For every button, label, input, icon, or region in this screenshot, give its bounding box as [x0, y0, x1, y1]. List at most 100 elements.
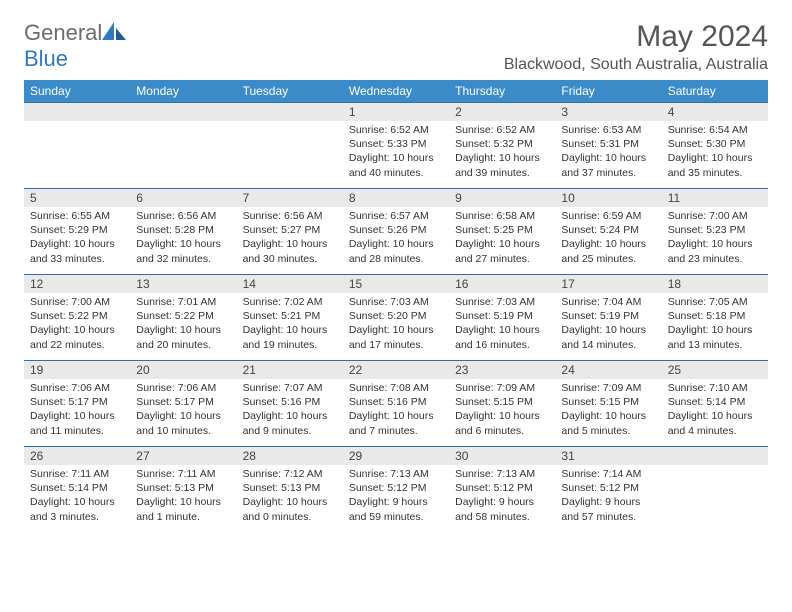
day-details: Sunrise: 7:00 AMSunset: 5:23 PMDaylight:…: [662, 207, 768, 270]
day-details: Sunrise: 6:54 AMSunset: 5:30 PMDaylight:…: [662, 121, 768, 184]
day-number: 10: [555, 189, 661, 207]
day-number: 1: [343, 103, 449, 121]
calendar-head: SundayMondayTuesdayWednesdayThursdayFrid…: [24, 80, 768, 103]
day-details: [662, 465, 768, 471]
calendar-cell: 16Sunrise: 7:03 AMSunset: 5:19 PMDayligh…: [449, 275, 555, 361]
day-details: Sunrise: 7:13 AMSunset: 5:12 PMDaylight:…: [343, 465, 449, 528]
calendar-week-row: 19Sunrise: 7:06 AMSunset: 5:17 PMDayligh…: [24, 361, 768, 447]
day-details: Sunrise: 7:10 AMSunset: 5:14 PMDaylight:…: [662, 379, 768, 442]
day-number: 4: [662, 103, 768, 121]
calendar-cell: 18Sunrise: 7:05 AMSunset: 5:18 PMDayligh…: [662, 275, 768, 361]
day-number: 17: [555, 275, 661, 293]
calendar-cell: 2Sunrise: 6:52 AMSunset: 5:32 PMDaylight…: [449, 103, 555, 189]
day-number: 16: [449, 275, 555, 293]
title-block: May 2024 Blackwood, South Australia, Aus…: [504, 20, 768, 74]
day-number: 28: [237, 447, 343, 465]
day-number: 6: [130, 189, 236, 207]
day-details: Sunrise: 7:00 AMSunset: 5:22 PMDaylight:…: [24, 293, 130, 356]
brand-part1: General: [24, 20, 102, 45]
weekday-header: Thursday: [449, 80, 555, 103]
day-number: 12: [24, 275, 130, 293]
day-number: 14: [237, 275, 343, 293]
page-header: GeneralBlue May 2024 Blackwood, South Au…: [24, 20, 768, 74]
day-details: Sunrise: 6:56 AMSunset: 5:28 PMDaylight:…: [130, 207, 236, 270]
calendar-cell: 24Sunrise: 7:09 AMSunset: 5:15 PMDayligh…: [555, 361, 661, 447]
day-details: Sunrise: 6:53 AMSunset: 5:31 PMDaylight:…: [555, 121, 661, 184]
calendar-week-row: 26Sunrise: 7:11 AMSunset: 5:14 PMDayligh…: [24, 447, 768, 533]
day-number: 23: [449, 361, 555, 379]
day-details: Sunrise: 7:11 AMSunset: 5:13 PMDaylight:…: [130, 465, 236, 528]
day-details: Sunrise: 7:11 AMSunset: 5:14 PMDaylight:…: [24, 465, 130, 528]
day-details: Sunrise: 6:55 AMSunset: 5:29 PMDaylight:…: [24, 207, 130, 270]
day-number: 7: [237, 189, 343, 207]
day-details: Sunrise: 7:14 AMSunset: 5:12 PMDaylight:…: [555, 465, 661, 528]
day-number: 30: [449, 447, 555, 465]
weekday-header: Wednesday: [343, 80, 449, 103]
calendar-cell: 8Sunrise: 6:57 AMSunset: 5:26 PMDaylight…: [343, 189, 449, 275]
calendar-cell: 12Sunrise: 7:00 AMSunset: 5:22 PMDayligh…: [24, 275, 130, 361]
calendar-cell: 9Sunrise: 6:58 AMSunset: 5:25 PMDaylight…: [449, 189, 555, 275]
brand-logo: GeneralBlue: [24, 20, 128, 72]
day-details: Sunrise: 6:56 AMSunset: 5:27 PMDaylight:…: [237, 207, 343, 270]
day-details: Sunrise: 7:03 AMSunset: 5:19 PMDaylight:…: [449, 293, 555, 356]
calendar-week-row: 5Sunrise: 6:55 AMSunset: 5:29 PMDaylight…: [24, 189, 768, 275]
day-details: Sunrise: 7:13 AMSunset: 5:12 PMDaylight:…: [449, 465, 555, 528]
calendar-week-row: 1Sunrise: 6:52 AMSunset: 5:33 PMDaylight…: [24, 103, 768, 189]
day-number: 13: [130, 275, 236, 293]
calendar-cell: 6Sunrise: 6:56 AMSunset: 5:28 PMDaylight…: [130, 189, 236, 275]
day-details: [237, 121, 343, 127]
day-details: Sunrise: 7:07 AMSunset: 5:16 PMDaylight:…: [237, 379, 343, 442]
calendar-cell: 14Sunrise: 7:02 AMSunset: 5:21 PMDayligh…: [237, 275, 343, 361]
calendar-page: GeneralBlue May 2024 Blackwood, South Au…: [0, 0, 792, 553]
calendar-cell: 7Sunrise: 6:56 AMSunset: 5:27 PMDaylight…: [237, 189, 343, 275]
calendar-cell: 26Sunrise: 7:11 AMSunset: 5:14 PMDayligh…: [24, 447, 130, 533]
day-number: [662, 447, 768, 465]
calendar-cell: 22Sunrise: 7:08 AMSunset: 5:16 PMDayligh…: [343, 361, 449, 447]
day-number: 15: [343, 275, 449, 293]
calendar-cell: 4Sunrise: 6:54 AMSunset: 5:30 PMDaylight…: [662, 103, 768, 189]
brand-name: GeneralBlue: [24, 20, 128, 72]
day-details: Sunrise: 7:01 AMSunset: 5:22 PMDaylight:…: [130, 293, 236, 356]
calendar-cell: 11Sunrise: 7:00 AMSunset: 5:23 PMDayligh…: [662, 189, 768, 275]
calendar-body: 1Sunrise: 6:52 AMSunset: 5:33 PMDaylight…: [24, 103, 768, 533]
day-number: 27: [130, 447, 236, 465]
day-number: 3: [555, 103, 661, 121]
day-number: 22: [343, 361, 449, 379]
calendar-cell: [130, 103, 236, 189]
calendar-cell: 13Sunrise: 7:01 AMSunset: 5:22 PMDayligh…: [130, 275, 236, 361]
calendar-cell: 21Sunrise: 7:07 AMSunset: 5:16 PMDayligh…: [237, 361, 343, 447]
calendar-cell: 31Sunrise: 7:14 AMSunset: 5:12 PMDayligh…: [555, 447, 661, 533]
day-details: [24, 121, 130, 127]
day-number: 25: [662, 361, 768, 379]
day-details: Sunrise: 7:09 AMSunset: 5:15 PMDaylight:…: [555, 379, 661, 442]
day-number: [24, 103, 130, 121]
day-details: Sunrise: 7:03 AMSunset: 5:20 PMDaylight:…: [343, 293, 449, 356]
day-details: Sunrise: 6:59 AMSunset: 5:24 PMDaylight:…: [555, 207, 661, 270]
day-details: Sunrise: 7:08 AMSunset: 5:16 PMDaylight:…: [343, 379, 449, 442]
calendar-cell: 19Sunrise: 7:06 AMSunset: 5:17 PMDayligh…: [24, 361, 130, 447]
day-number: 18: [662, 275, 768, 293]
brand-part2: Blue: [24, 46, 68, 71]
calendar-table: SundayMondayTuesdayWednesdayThursdayFrid…: [24, 80, 768, 533]
calendar-cell: 15Sunrise: 7:03 AMSunset: 5:20 PMDayligh…: [343, 275, 449, 361]
calendar-cell: [237, 103, 343, 189]
calendar-cell: 17Sunrise: 7:04 AMSunset: 5:19 PMDayligh…: [555, 275, 661, 361]
calendar-cell: 29Sunrise: 7:13 AMSunset: 5:12 PMDayligh…: [343, 447, 449, 533]
calendar-cell: 5Sunrise: 6:55 AMSunset: 5:29 PMDaylight…: [24, 189, 130, 275]
day-number: [237, 103, 343, 121]
weekday-header: Saturday: [662, 80, 768, 103]
day-details: Sunrise: 6:58 AMSunset: 5:25 PMDaylight:…: [449, 207, 555, 270]
day-details: Sunrise: 6:57 AMSunset: 5:26 PMDaylight:…: [343, 207, 449, 270]
calendar-cell: 27Sunrise: 7:11 AMSunset: 5:13 PMDayligh…: [130, 447, 236, 533]
weekday-header: Friday: [555, 80, 661, 103]
day-number: 11: [662, 189, 768, 207]
calendar-cell: 1Sunrise: 6:52 AMSunset: 5:33 PMDaylight…: [343, 103, 449, 189]
day-number: 24: [555, 361, 661, 379]
calendar-cell: 20Sunrise: 7:06 AMSunset: 5:17 PMDayligh…: [130, 361, 236, 447]
day-number: 19: [24, 361, 130, 379]
day-details: Sunrise: 7:02 AMSunset: 5:21 PMDaylight:…: [237, 293, 343, 356]
day-details: Sunrise: 7:06 AMSunset: 5:17 PMDaylight:…: [24, 379, 130, 442]
location-text: Blackwood, South Australia, Australia: [504, 56, 768, 74]
brand-sail-icon: [102, 20, 128, 45]
calendar-cell: 3Sunrise: 6:53 AMSunset: 5:31 PMDaylight…: [555, 103, 661, 189]
